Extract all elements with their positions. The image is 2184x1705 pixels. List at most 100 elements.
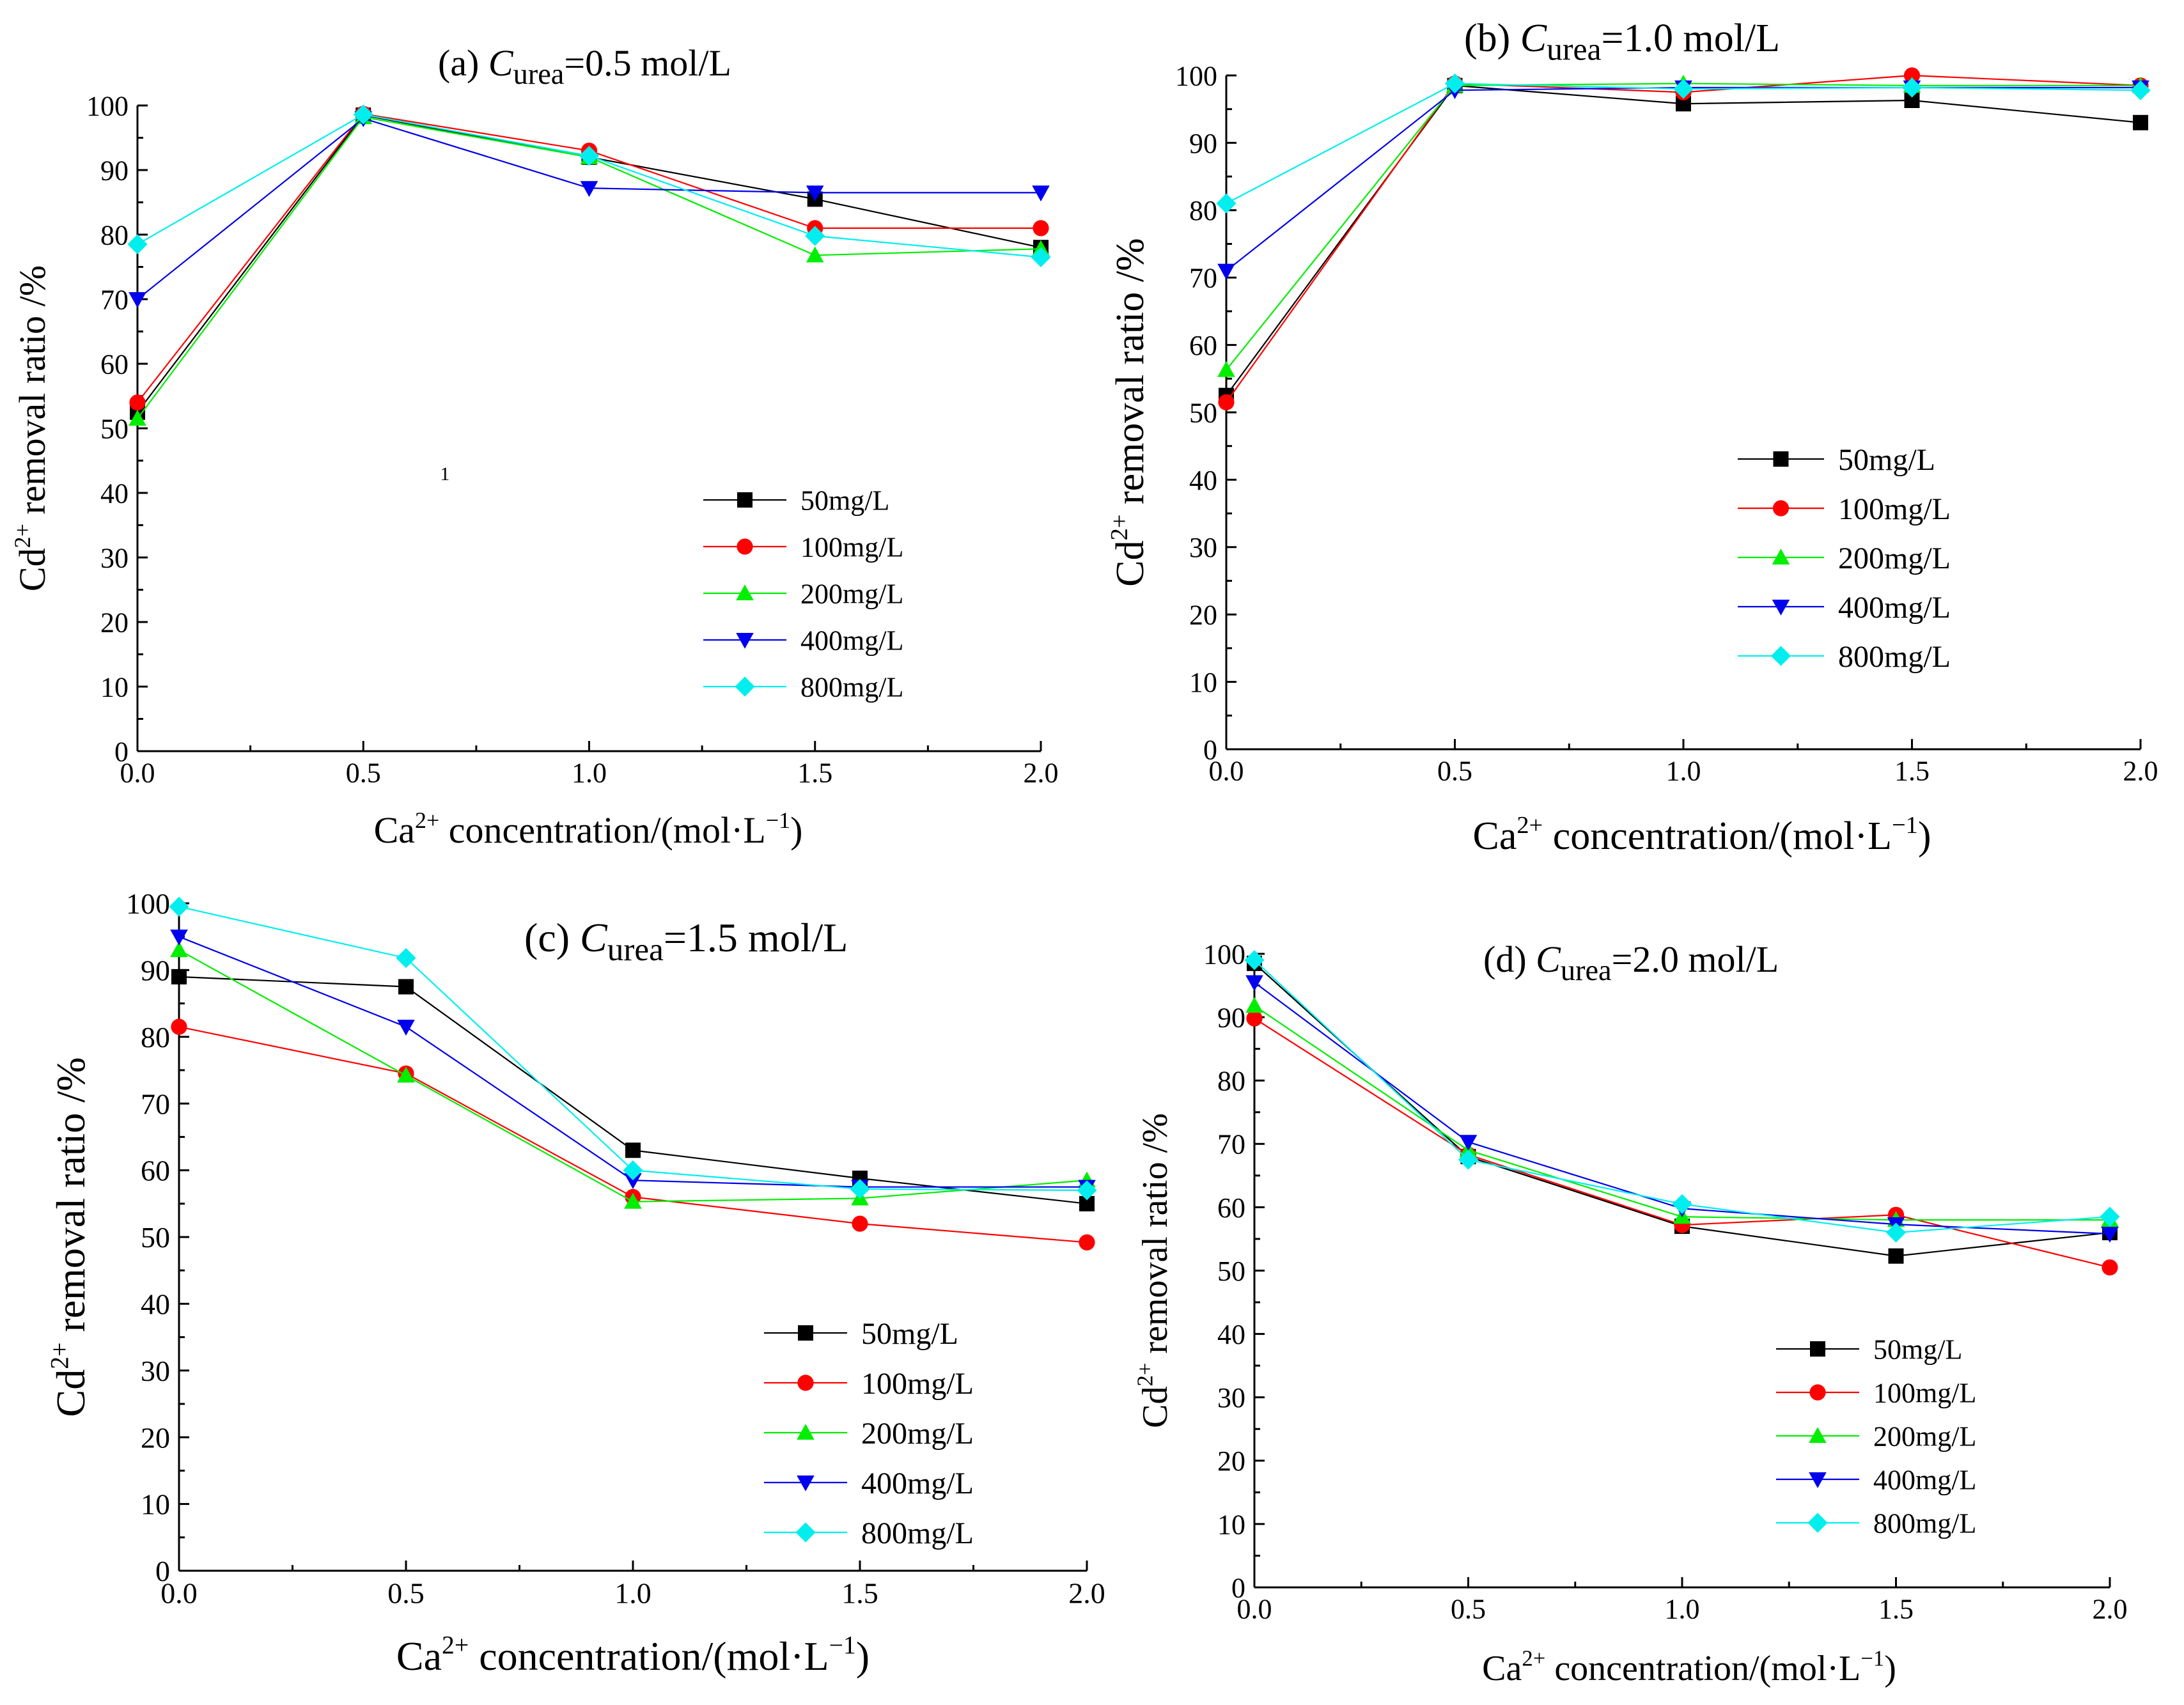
data-point — [805, 226, 825, 246]
x-tick-label: 0.0 — [160, 1577, 198, 1610]
series-4 — [127, 104, 1051, 267]
data-point — [1079, 1234, 1095, 1250]
x-label-sup: 2+ — [1522, 1646, 1545, 1671]
x-tick-label: 0.5 — [387, 1577, 425, 1610]
x-label-sup: 2+ — [442, 1631, 469, 1659]
legend-marker — [797, 1424, 815, 1440]
y-tick-label: 20 — [141, 1421, 170, 1454]
y-tick-label: 0 — [1231, 1572, 1245, 1603]
y-tick-label: 40 — [1217, 1319, 1245, 1350]
y-tick-label: 30 — [141, 1355, 170, 1387]
y-tick-label: 40 — [1189, 465, 1217, 496]
chart-panel-c: 0 10 20 30 40 50 60 70 80 90 100 0.0 0.5 1.0 1.5 2.0 (c)… — [45, 887, 1105, 1679]
legend-label: 100mg/L — [1873, 1377, 1976, 1408]
y-label-sup: 2+ — [10, 524, 35, 548]
x-tick-label: 1.5 — [841, 1577, 878, 1610]
y-tick-label: 40 — [100, 478, 129, 509]
legend-marker — [797, 1374, 814, 1391]
x-label-rest: concentration/(mol·L — [1545, 1649, 1860, 1688]
x-tick-label: 1.0 — [1666, 755, 1701, 786]
data-point — [1444, 74, 1465, 94]
data-point — [127, 234, 148, 254]
data-point — [170, 930, 188, 946]
data-point — [1077, 1180, 1097, 1201]
y-tick-label: 80 — [1189, 195, 1217, 226]
y-label-main: Cd — [1109, 540, 1152, 586]
y-tick-label: 0 — [1203, 734, 1217, 765]
legend: 50mg/L 100mg/L 200mg/L 400mg/L 800mg/L — [1738, 443, 1951, 674]
data-point — [1218, 394, 1235, 410]
data-point — [2130, 80, 2151, 100]
x-label-sup2: −1 — [1892, 812, 1918, 839]
title-prefix: (c) — [524, 915, 580, 960]
y-tick-label: 40 — [141, 1288, 170, 1321]
x-tick-label: 1.0 — [572, 757, 607, 788]
legend-label: 50mg/L — [861, 1317, 958, 1351]
y-tick-label: 70 — [1217, 1129, 1245, 1160]
y-label-sup: 2+ — [1133, 1363, 1158, 1387]
y-tick-label: 100 — [1203, 938, 1245, 970]
y-tick-label: 80 — [141, 1021, 170, 1054]
series-4 — [1216, 74, 2151, 214]
title-variable: C — [1520, 17, 1547, 60]
x-tick-label: 1.0 — [614, 1577, 651, 1610]
data-point — [1031, 247, 1051, 267]
legend-label: 400mg/L — [800, 625, 903, 656]
y-tick-label: 50 — [100, 413, 129, 444]
y-axis-label: Cd2+ removal ratio /% — [1133, 1113, 1175, 1428]
y-tick-label: 60 — [1217, 1192, 1245, 1224]
y-tick-label: 10 — [1217, 1509, 1245, 1540]
x-tick-label: 1.0 — [1665, 1593, 1700, 1624]
x-label-rest: concentration/(mol·L — [439, 809, 766, 851]
x-label-sup: 2+ — [1517, 812, 1543, 839]
legend: 50mg/L 100mg/L 200mg/L 400mg/L 800mg/L — [703, 485, 903, 703]
y-tick-label: 70 — [100, 284, 129, 315]
title-subscript: urea — [513, 58, 565, 91]
x-label-sup2: −1 — [766, 807, 790, 833]
data-point — [129, 394, 146, 411]
y-tick-label: 90 — [1217, 1002, 1245, 1034]
legend-marker — [1809, 1472, 1827, 1488]
legend-label: 800mg/L — [1838, 640, 1951, 674]
x-tick-label: 1.5 — [1878, 1593, 1914, 1624]
chart-panel-a: 0 10 20 30 40 50 60 70 80 90 100 0.0 0.5 1.0 1.5 2.0 (a)… — [10, 42, 1059, 851]
x-label-main: Ca — [1472, 814, 1517, 858]
y-tick-label: 90 — [100, 155, 129, 186]
data-point — [353, 104, 373, 125]
data-point — [579, 146, 600, 166]
y-tick-label: 50 — [1217, 1256, 1245, 1287]
data-point — [1903, 67, 1921, 84]
data-point — [806, 246, 824, 263]
x-label-rest: concentration/(mol·L — [1543, 814, 1892, 858]
data-point — [850, 1179, 870, 1199]
title-suffix: =1.0 mol/L — [1602, 17, 1781, 60]
y-tick-label: 30 — [100, 542, 129, 573]
x-tick-label: 2.0 — [2093, 1593, 2128, 1624]
x-label-sup: 2+ — [415, 807, 439, 833]
data-point — [2100, 1206, 2120, 1227]
legend-label: 50mg/L — [1873, 1334, 1962, 1365]
y-tick-label: 60 — [1189, 330, 1217, 361]
y-tick-label: 0 — [114, 736, 129, 767]
chart-title: (d) Curea=2.0 mol/L — [1483, 938, 1779, 987]
data-point — [1672, 1194, 1692, 1215]
data-point — [1885, 1222, 1907, 1243]
data-point — [624, 1192, 642, 1209]
legend-marker — [1770, 646, 1791, 666]
y-axis-label: Cd2+ removal ratio /% — [1106, 238, 1152, 586]
x-axis-label: Ca2+ concentration/(mol·L−1) — [1482, 1646, 1896, 1688]
y-tick-label: 10 — [100, 671, 129, 703]
y-label-rest: removal ratio /% — [48, 1057, 93, 1343]
data-point — [1032, 185, 1050, 202]
y-label-rest: removal ratio /% — [1135, 1113, 1175, 1362]
series-4 — [169, 896, 1097, 1201]
legend-label: 200mg/L — [1873, 1421, 1976, 1452]
y-label-rest: removal ratio /% — [1109, 238, 1152, 514]
legend-label: 100mg/L — [800, 531, 903, 563]
legend-marker — [736, 632, 754, 649]
annotation-label: 1 — [440, 463, 449, 485]
legend-marker — [1772, 549, 1790, 565]
y-tick-label: 100 — [126, 887, 170, 920]
